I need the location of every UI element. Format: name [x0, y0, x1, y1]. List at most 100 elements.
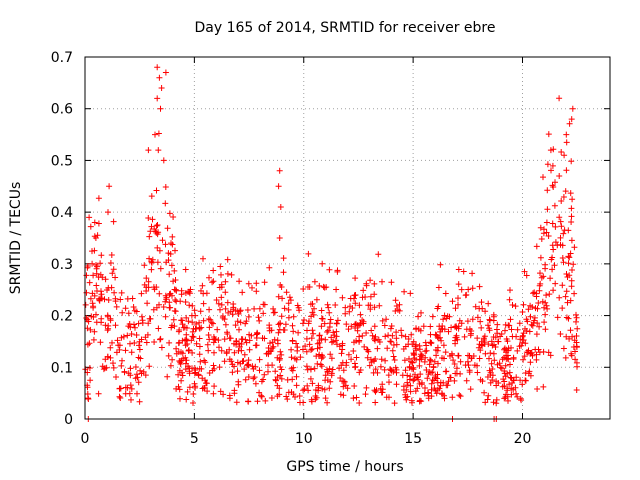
data-point: [99, 274, 106, 281]
data-point: [529, 322, 536, 329]
data-point: [95, 195, 102, 202]
data-point: [345, 326, 352, 333]
data-point: [187, 286, 194, 293]
data-point: [536, 349, 543, 356]
data-point: [175, 340, 182, 347]
data-point: [326, 385, 333, 392]
data-point: [277, 372, 284, 379]
data-point: [178, 317, 185, 324]
data-point: [105, 297, 112, 303]
data-point: [306, 341, 313, 348]
data-point: [256, 356, 263, 363]
data-point: [408, 331, 415, 338]
data-point: [532, 346, 539, 353]
data-point: [200, 255, 206, 262]
data-point: [89, 260, 96, 267]
y-tick-label: 0.5: [51, 153, 73, 169]
data-point: [429, 377, 436, 383]
data-point: [101, 296, 108, 303]
data-point: [170, 316, 177, 323]
data-point: [160, 304, 167, 310]
data-point: [527, 313, 534, 320]
data-point: [393, 366, 400, 373]
data-point: [343, 362, 350, 369]
data-point: [336, 365, 343, 372]
data-point: [319, 260, 326, 267]
data-point: [468, 328, 475, 334]
data-point: [414, 374, 420, 381]
data-point: [287, 297, 294, 304]
data-point: [441, 312, 448, 319]
data-point: [387, 338, 394, 345]
data-point: [321, 386, 328, 393]
data-point: [276, 167, 283, 174]
data-point: [504, 393, 511, 400]
data-point: [227, 335, 234, 342]
data-point: [440, 316, 447, 323]
data-point: [300, 320, 306, 327]
data-point: [455, 281, 462, 288]
data-point: [285, 314, 292, 321]
data-point: [499, 383, 506, 390]
data-point: [411, 351, 418, 358]
data-point: [567, 327, 574, 334]
data-point: [261, 279, 268, 286]
data-point: [91, 247, 98, 254]
data-point: [568, 237, 575, 244]
data-point: [303, 335, 310, 342]
data-point: [221, 316, 228, 323]
data-point: [216, 284, 223, 291]
data-point: [570, 344, 577, 350]
data-point: [318, 323, 325, 330]
data-point: [138, 290, 145, 297]
data-point: [167, 304, 174, 311]
data-point: [307, 301, 314, 308]
data-point: [246, 346, 253, 353]
data-point: [495, 338, 501, 345]
data-point: [199, 282, 206, 289]
data-point: [200, 300, 207, 307]
data-point: [280, 255, 287, 262]
data-point: [504, 370, 511, 377]
data-point: [324, 377, 331, 383]
data-point: [543, 229, 550, 236]
data-point: [518, 342, 525, 349]
data-point: [340, 383, 347, 390]
data-point: [304, 366, 311, 373]
data-point: [461, 333, 468, 340]
data-point: [482, 350, 489, 357]
data-point: [413, 356, 420, 363]
data-point: [203, 290, 210, 297]
data-point: [463, 377, 470, 384]
data-point: [179, 369, 185, 376]
data-point: [368, 356, 374, 363]
data-point: [245, 374, 252, 380]
data-point: [371, 336, 378, 342]
data-point: [552, 223, 559, 230]
data-point: [547, 352, 554, 359]
data-point: [265, 368, 271, 375]
data-point: [210, 390, 217, 397]
data-point: [369, 332, 376, 339]
data-point: [224, 299, 231, 306]
data-point: [407, 290, 414, 297]
data-point: [427, 323, 434, 330]
data-point: [173, 345, 180, 352]
data-point: [568, 219, 575, 225]
y-tick-label: 0.6: [51, 102, 73, 118]
data-point: [113, 374, 119, 380]
data-point: [407, 388, 414, 395]
data-point: [482, 308, 489, 315]
data-point: [283, 393, 290, 400]
data-point: [506, 296, 513, 303]
data-point: [90, 303, 97, 310]
data-point: [533, 293, 540, 300]
data-point: [308, 335, 315, 342]
data-point: [154, 95, 161, 102]
data-point: [375, 251, 382, 258]
data-point: [309, 346, 316, 352]
data-point: [249, 284, 255, 291]
data-point: [301, 386, 308, 393]
data-point: [288, 346, 295, 353]
data-point: [267, 340, 273, 347]
